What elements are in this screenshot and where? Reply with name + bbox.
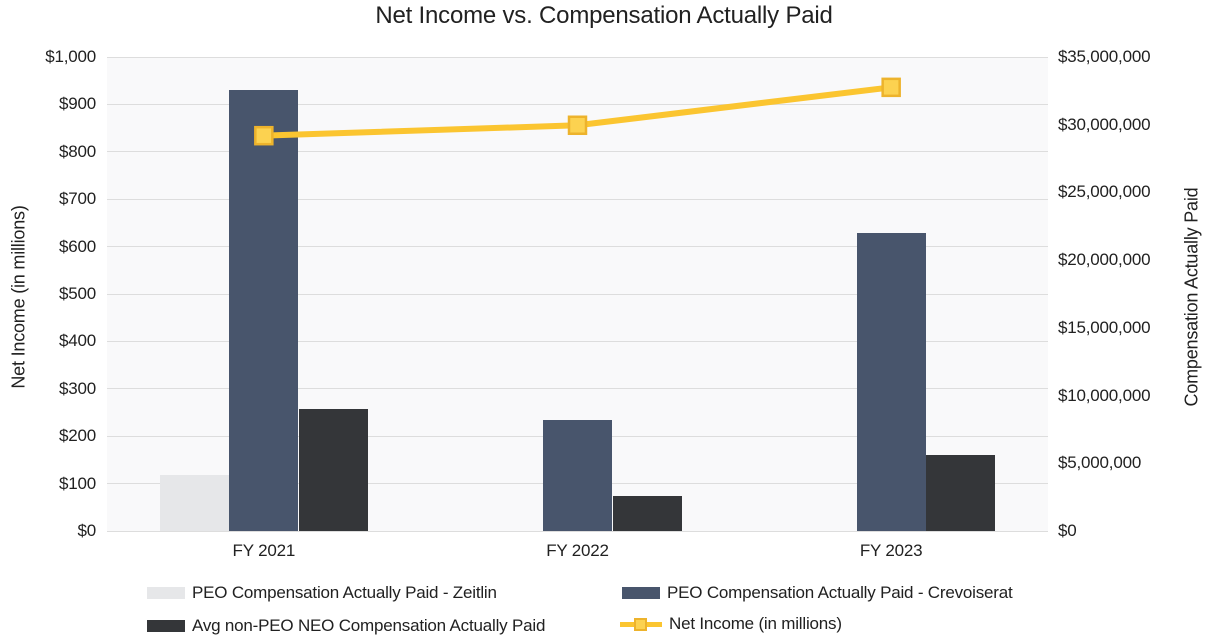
left-axis-tick-label: $100 [58, 473, 96, 493]
line-swatch-marker [634, 617, 647, 631]
left-axis-tick-label: $600 [58, 236, 96, 256]
left-axis-tick-label: $400 [58, 331, 96, 351]
legend-label: Net Income (in millions) [669, 614, 842, 633]
bar-peo-compensation-actually-paid-crevoiserat-fy-2022 [543, 419, 612, 531]
net-income-in-millions-marker-fy-2021 [254, 125, 274, 146]
left-axis-tick-label: $500 [58, 284, 96, 303]
legend-label: Avg non-PEO NEO Compensation Actually Pa… [192, 616, 546, 635]
bar-avg-non-peo-neo-compensation-actually-paid-fy-2021 [298, 409, 368, 531]
zeitlin-swatch [147, 587, 185, 599]
plot-area [107, 56, 1048, 532]
right-axis-tick-label: $25,000,000 [1058, 182, 1151, 202]
right-axis-tick-label: $30,000,000 [1058, 114, 1151, 134]
right-axis-tick-label: $35,000,000 [1058, 47, 1151, 66]
legend-item-zeitlin: PEO Compensation Actually Paid - Zeitlin [147, 583, 497, 603]
net-income-in-millions-marker-fy-2023 [881, 77, 901, 98]
bar-avg-non-peo-neo-compensation-actually-paid-fy-2023 [926, 455, 996, 531]
right-axis-title: Compensation Actually Paid [1181, 187, 1202, 407]
avg-non-peo-neo-swatch [147, 620, 185, 632]
left-axis-tick-label: $800 [58, 141, 96, 161]
net-income-in-millions-marker-fy-2022 [567, 115, 588, 136]
right-axis-tick-label: $5,000,000 [1058, 453, 1142, 473]
chart-title: Net Income vs. Compensation Actually Pai… [375, 2, 833, 29]
x-axis-label-fy-2022: FY 2022 [546, 541, 609, 560]
legend-item-net-income: Net Income (in millions) [620, 614, 842, 634]
left-axis-tick-label: $0 [77, 521, 96, 540]
gridline [107, 388, 1048, 390]
left-axis-tick-label: $900 [58, 94, 96, 114]
gridline [107, 103, 1048, 105]
gridline [107, 246, 1048, 248]
legend-label: PEO Compensation Actually Paid - Crevois… [667, 583, 1013, 602]
gridline [107, 340, 1048, 342]
left-axis-tick-label: $1,000 [45, 47, 96, 66]
line-layer [254, 77, 901, 146]
x-axis-label-fy-2021: FY 2021 [232, 541, 296, 560]
bar-peo-compensation-actually-paid-crevoiserat-fy-2021 [229, 89, 299, 531]
right-axis-tick-label: $10,000,000 [1058, 385, 1151, 405]
left-axis-tick-label: $300 [58, 378, 96, 398]
gridline [107, 293, 1048, 295]
x-axis-label-fy-2023: FY 2023 [859, 541, 923, 560]
crevoiserat-swatch [622, 587, 660, 599]
bar-peo-compensation-actually-paid-crevoiserat-fy-2023 [856, 233, 926, 531]
gridline [107, 56, 1048, 58]
right-axis-tick-label: $0 [1058, 521, 1077, 540]
right-axis-tick-label: $15,000,000 [1058, 317, 1151, 337]
right-axis-tick-label: $20,000,000 [1058, 250, 1151, 270]
bar-avg-non-peo-neo-compensation-actually-paid-fy-2022 [612, 495, 682, 531]
left-axis-tick-label: $700 [58, 189, 96, 209]
gridline [107, 198, 1048, 200]
net-income-line-swatch [620, 617, 662, 632]
gridline [107, 151, 1048, 153]
legend-item-avg-non-peo-neo: Avg non-PEO NEO Compensation Actually Pa… [147, 616, 545, 636]
bar-peo-compensation-actually-paid-zeitlin-fy-2021 [159, 475, 229, 531]
legend-item-crevoiserat: PEO Compensation Actually Paid - Crevois… [622, 583, 1013, 603]
legend-label: PEO Compensation Actually Paid - Zeitlin [192, 583, 497, 602]
gridline [107, 530, 1048, 532]
left-axis-tick-label: $200 [58, 426, 96, 446]
